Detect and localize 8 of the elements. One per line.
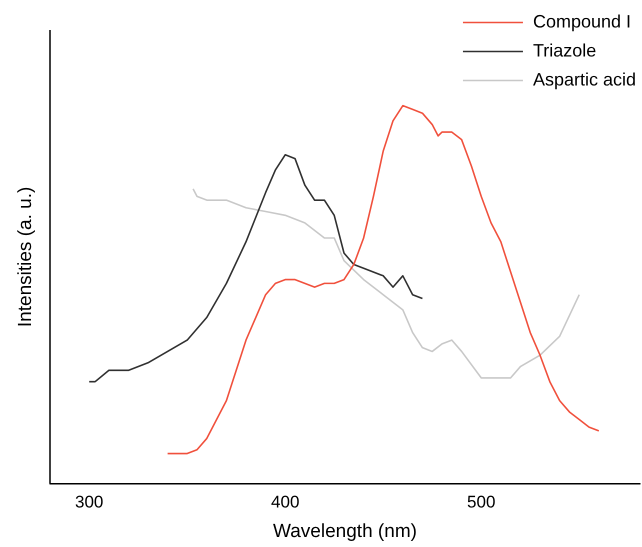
legend-label: Triazole [532,40,596,60]
legend-label: Aspartic acid [532,69,636,90]
x-tick-label: 300 [75,492,104,512]
x-tick-label: 400 [271,492,300,512]
x-tick-label: 500 [467,492,496,512]
x-axis-title: Wavelength (nm) [273,520,417,542]
y-axis-title: Intensities (a. u.) [15,186,36,328]
legend-label: Compound I [532,11,632,32]
